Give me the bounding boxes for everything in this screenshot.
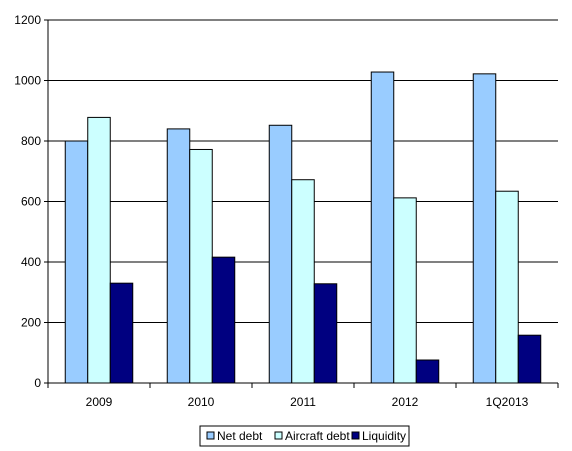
bar-net-debt-1q2013 [472,73,497,384]
y-tick-label: 800 [21,134,41,148]
y-tick-label: 200 [21,316,41,330]
y-tick-labels: 0 200 400 600 800 1000 1200 [14,13,41,390]
bar-net-debt-2010 [166,128,191,384]
y-tick-label: 400 [21,255,41,269]
legend: Net debt Aircraft debt Liquidity [199,425,410,447]
bar-net-debt-2009 [64,140,89,384]
bar-liquidity-2012 [415,359,440,384]
y-tick-label: 1000 [14,74,41,88]
legend-swatch [274,431,283,440]
bar-net-debt-2012 [370,71,395,384]
x-tick-labels: 2009 2010 2011 2012 1Q2013 [86,395,529,409]
x-tick-label: 2010 [188,395,215,409]
legend-box [199,425,410,447]
bar-aircraft-debt-2011 [291,179,315,384]
bars [64,71,542,384]
y-tick-label: 1200 [14,13,41,27]
legend-label: Aircraft debt [285,429,350,443]
bar-aircraft-debt-1q2013 [495,190,519,384]
x-tick-label: 1Q2013 [486,395,529,409]
legend-swatch [206,431,215,440]
bar-liquidity-1q2013 [517,334,542,384]
y-tick-label: 0 [34,376,41,390]
x-tick-label: 2009 [86,395,113,409]
x-tick-label: 2012 [392,395,419,409]
x-tick-label: 2011 [290,395,316,409]
bar-liquidity-2009 [109,282,134,384]
bar-liquidity-2010 [211,256,236,384]
legend-swatch [351,431,360,440]
bar-net-debt-2011 [268,124,293,384]
bar-liquidity-2011 [313,283,338,384]
y-tick-label: 600 [21,195,41,209]
legend-label: Liquidity [362,429,406,443]
bar-aircraft-debt-2010 [189,148,213,384]
bar-aircraft-debt-2012 [393,197,417,384]
bar-aircraft-debt-2009 [87,116,111,384]
legend-label: Net debt [217,429,263,443]
